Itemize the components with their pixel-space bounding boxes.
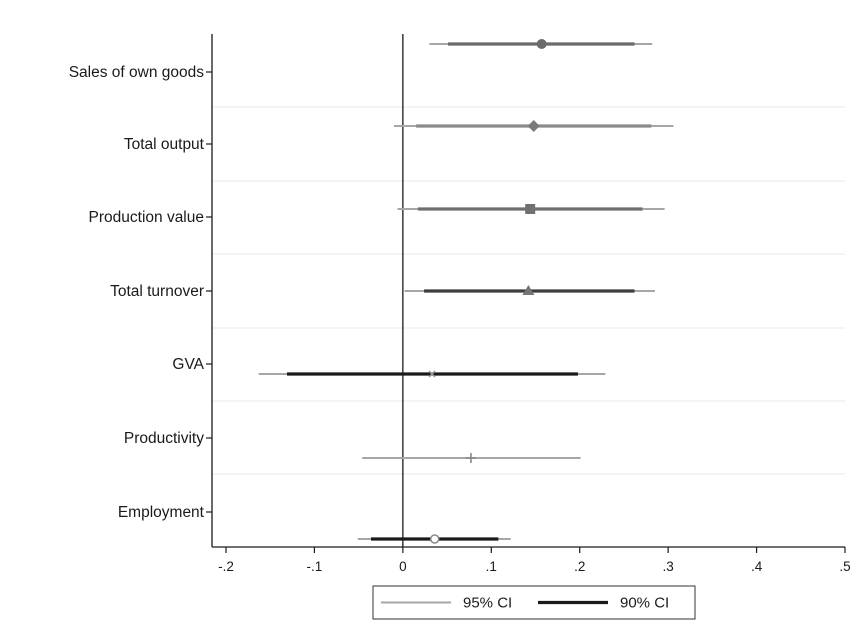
x-tick-label: 0 <box>399 559 407 574</box>
x-tick-label: -.2 <box>218 559 234 574</box>
point-estimate-x <box>428 370 436 378</box>
x-tick-label: .2 <box>574 559 585 574</box>
x-tick-label: .5 <box>839 559 850 574</box>
point-estimate-plus <box>465 453 476 463</box>
point-estimates <box>428 39 547 544</box>
x-tick-label: .3 <box>663 559 674 574</box>
point-estimate-circle <box>536 39 547 49</box>
point-estimate-square <box>525 204 536 214</box>
category-label: Total turnover <box>110 283 204 300</box>
category-label: Production value <box>89 209 204 226</box>
x-tick-label: .1 <box>486 559 497 574</box>
legend-label-90: 90% CI <box>620 595 669 612</box>
x-tick-label: .4 <box>751 559 763 574</box>
category-label: Sales of own goods <box>69 64 205 81</box>
point-estimate-triangle <box>522 285 535 295</box>
confidence-intervals <box>258 42 674 541</box>
legend: 95% CI 90% CI <box>372 585 696 620</box>
legend-label-95: 95% CI <box>463 595 512 612</box>
point-estimate-hollow-circle <box>429 534 440 544</box>
axes <box>206 34 846 553</box>
category-label: Productivity <box>124 430 204 447</box>
x-tick-label: -.1 <box>307 559 323 574</box>
grid-lines <box>212 106 845 475</box>
axis-labels: -.2 -.1 0 .1 .2 .3 .4 .5 Sales of own goods Total… <box>69 64 851 574</box>
point-estimate-diamond <box>527 120 540 132</box>
category-label: Employment <box>118 504 205 521</box>
category-label: Total output <box>124 136 205 153</box>
category-label: GVA <box>172 356 204 373</box>
